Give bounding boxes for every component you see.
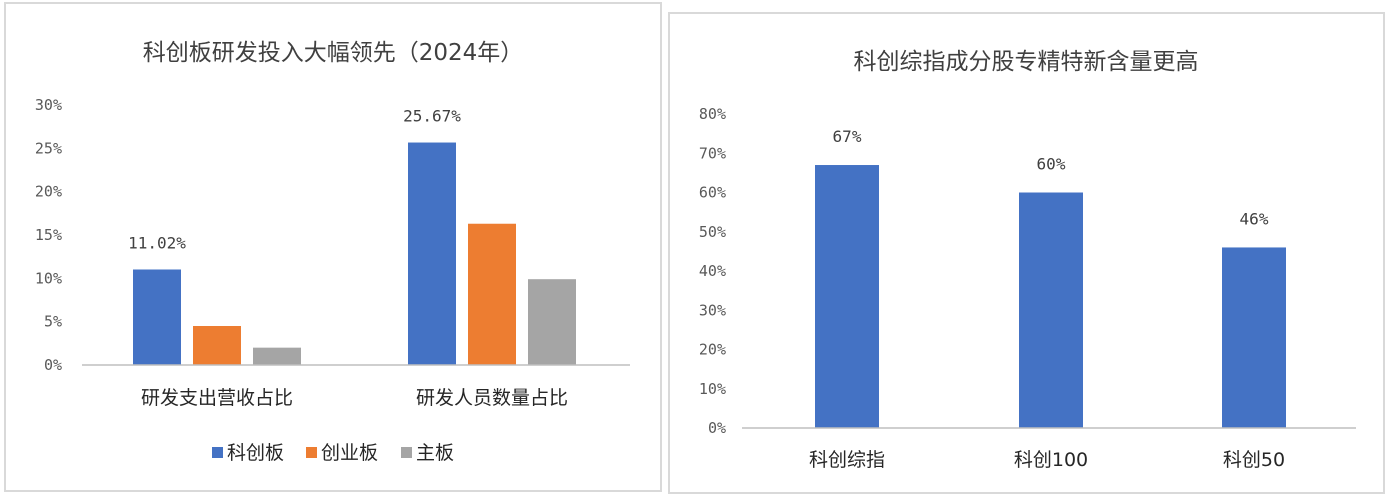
right-bar xyxy=(1019,192,1083,428)
left-chart: 科创板研发投入大幅领先（2024年） 0% 5% 10% 15% 20% 25% 30% 1… xyxy=(35,40,630,464)
left-legend: 科创板 创业板 主板 xyxy=(212,442,454,464)
right-data-label: 60% xyxy=(1037,155,1066,174)
left-category-label: 研发人员数量占比 xyxy=(416,387,568,409)
left-y-tick-label: 5% xyxy=(44,313,62,331)
left-bar xyxy=(528,279,576,365)
legend-label-chuangye: 创业板 xyxy=(321,442,378,464)
left-y-tick-label: 25% xyxy=(35,139,62,157)
legend-swatch-chuangye xyxy=(306,447,317,458)
right-data-label: 67% xyxy=(833,127,862,146)
right-category-label: 科创100 xyxy=(1014,449,1088,471)
left-chart-title: 科创板研发投入大幅领先（2024年） xyxy=(143,40,524,66)
left-y-tick-label: 0% xyxy=(44,356,62,374)
left-bar xyxy=(468,223,516,365)
right-y-tick-label: 60% xyxy=(699,184,726,202)
right-y-tick-label: 70% xyxy=(699,144,726,162)
right-chart-panel: 科创综指成分股专精特新含量更高 0% 10% 20% 30% 40% 50% 60% 70% 8… xyxy=(668,12,1385,494)
right-category-label: 科创综指 xyxy=(809,449,885,471)
left-y-tick-label: 20% xyxy=(35,183,62,201)
legend-label-kechuang: 科创板 xyxy=(227,442,284,464)
right-y-tick-label: 0% xyxy=(708,419,726,437)
right-y-tick-label: 20% xyxy=(699,341,726,359)
left-y-tick-label: 10% xyxy=(35,269,62,287)
right-bar xyxy=(815,165,879,428)
legend-swatch-kechuang xyxy=(212,447,223,458)
left-bar xyxy=(408,142,456,365)
legend-swatch-zhuban xyxy=(401,447,412,458)
left-bar xyxy=(193,326,241,365)
left-y-tick-label: 30% xyxy=(35,96,62,114)
right-chart-title: 科创综指成分股专精特新含量更高 xyxy=(854,49,1199,75)
right-category-label: 科创50 xyxy=(1223,449,1285,471)
left-data-label: 11.02% xyxy=(128,233,186,252)
left-bar xyxy=(253,347,301,365)
right-chart: 科创综指成分股专精特新含量更高 0% 10% 20% 30% 40% 50% 60% 70% 8… xyxy=(699,49,1356,471)
legend-label-zhuban: 主板 xyxy=(416,442,454,464)
left-y-tick-label: 15% xyxy=(35,226,62,244)
right-y-tick-label: 50% xyxy=(699,223,726,241)
left-category-label: 研发支出营收占比 xyxy=(141,387,293,409)
right-y-tick-label: 40% xyxy=(699,262,726,280)
left-chart-panel: 科创板研发投入大幅领先（2024年） 0% 5% 10% 15% 20% 25% 30% 1… xyxy=(4,2,662,492)
right-y-tick-label: 10% xyxy=(699,380,726,398)
right-y-tick-label: 80% xyxy=(699,105,726,123)
left-bar xyxy=(133,269,181,365)
right-data-label: 46% xyxy=(1240,209,1269,228)
right-y-tick-label: 30% xyxy=(699,301,726,319)
left-data-label: 25.67% xyxy=(403,107,461,126)
right-bar xyxy=(1222,247,1286,428)
